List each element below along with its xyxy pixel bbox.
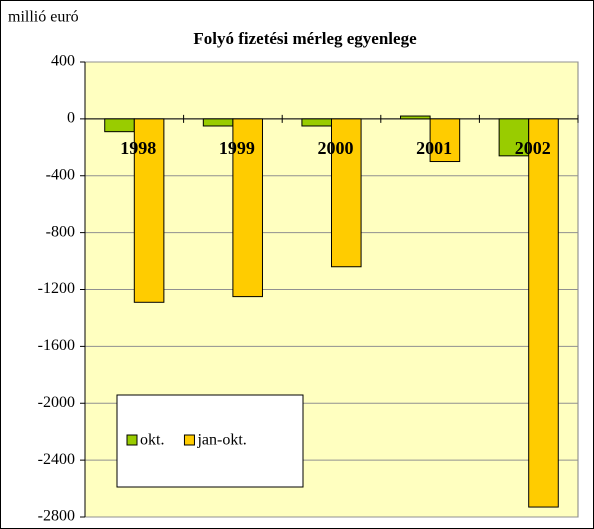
legend-swatch <box>126 434 138 446</box>
y-axis-label: millió euró <box>8 9 79 26</box>
legend-swatch <box>183 434 195 446</box>
bar <box>429 118 461 163</box>
legend-box <box>116 394 304 488</box>
bar <box>301 118 333 127</box>
y-tick-label: -1200 <box>38 280 75 297</box>
legend-label: jan-okt. <box>196 432 246 449</box>
y-tick-label: -2400 <box>38 451 75 468</box>
bar <box>202 118 234 127</box>
y-tick-label: 400 <box>51 53 75 70</box>
y-tick-label: -400 <box>46 166 75 183</box>
bar <box>133 118 165 303</box>
bar <box>528 118 559 508</box>
y-tick-label: -2800 <box>38 508 75 525</box>
x-tick-label: 2001 <box>416 138 452 158</box>
x-tick-label: 1998 <box>120 138 156 158</box>
y-tick-label: 0 <box>67 110 75 127</box>
bar <box>400 115 431 120</box>
x-tick-label: 1999 <box>219 138 255 158</box>
bar <box>104 118 135 133</box>
legend-label: okt. <box>140 432 164 449</box>
y-tick-label: -2000 <box>38 394 75 411</box>
chart-title: Folyó fizetési mérleg egyenlege <box>193 29 417 48</box>
bar <box>232 118 263 298</box>
bar <box>498 118 530 157</box>
y-tick-label: -1600 <box>38 337 75 354</box>
x-tick-label: 2002 <box>515 138 551 158</box>
x-tick-label: 2000 <box>318 138 354 158</box>
bar <box>331 118 362 268</box>
y-tick-label: -800 <box>46 223 75 240</box>
